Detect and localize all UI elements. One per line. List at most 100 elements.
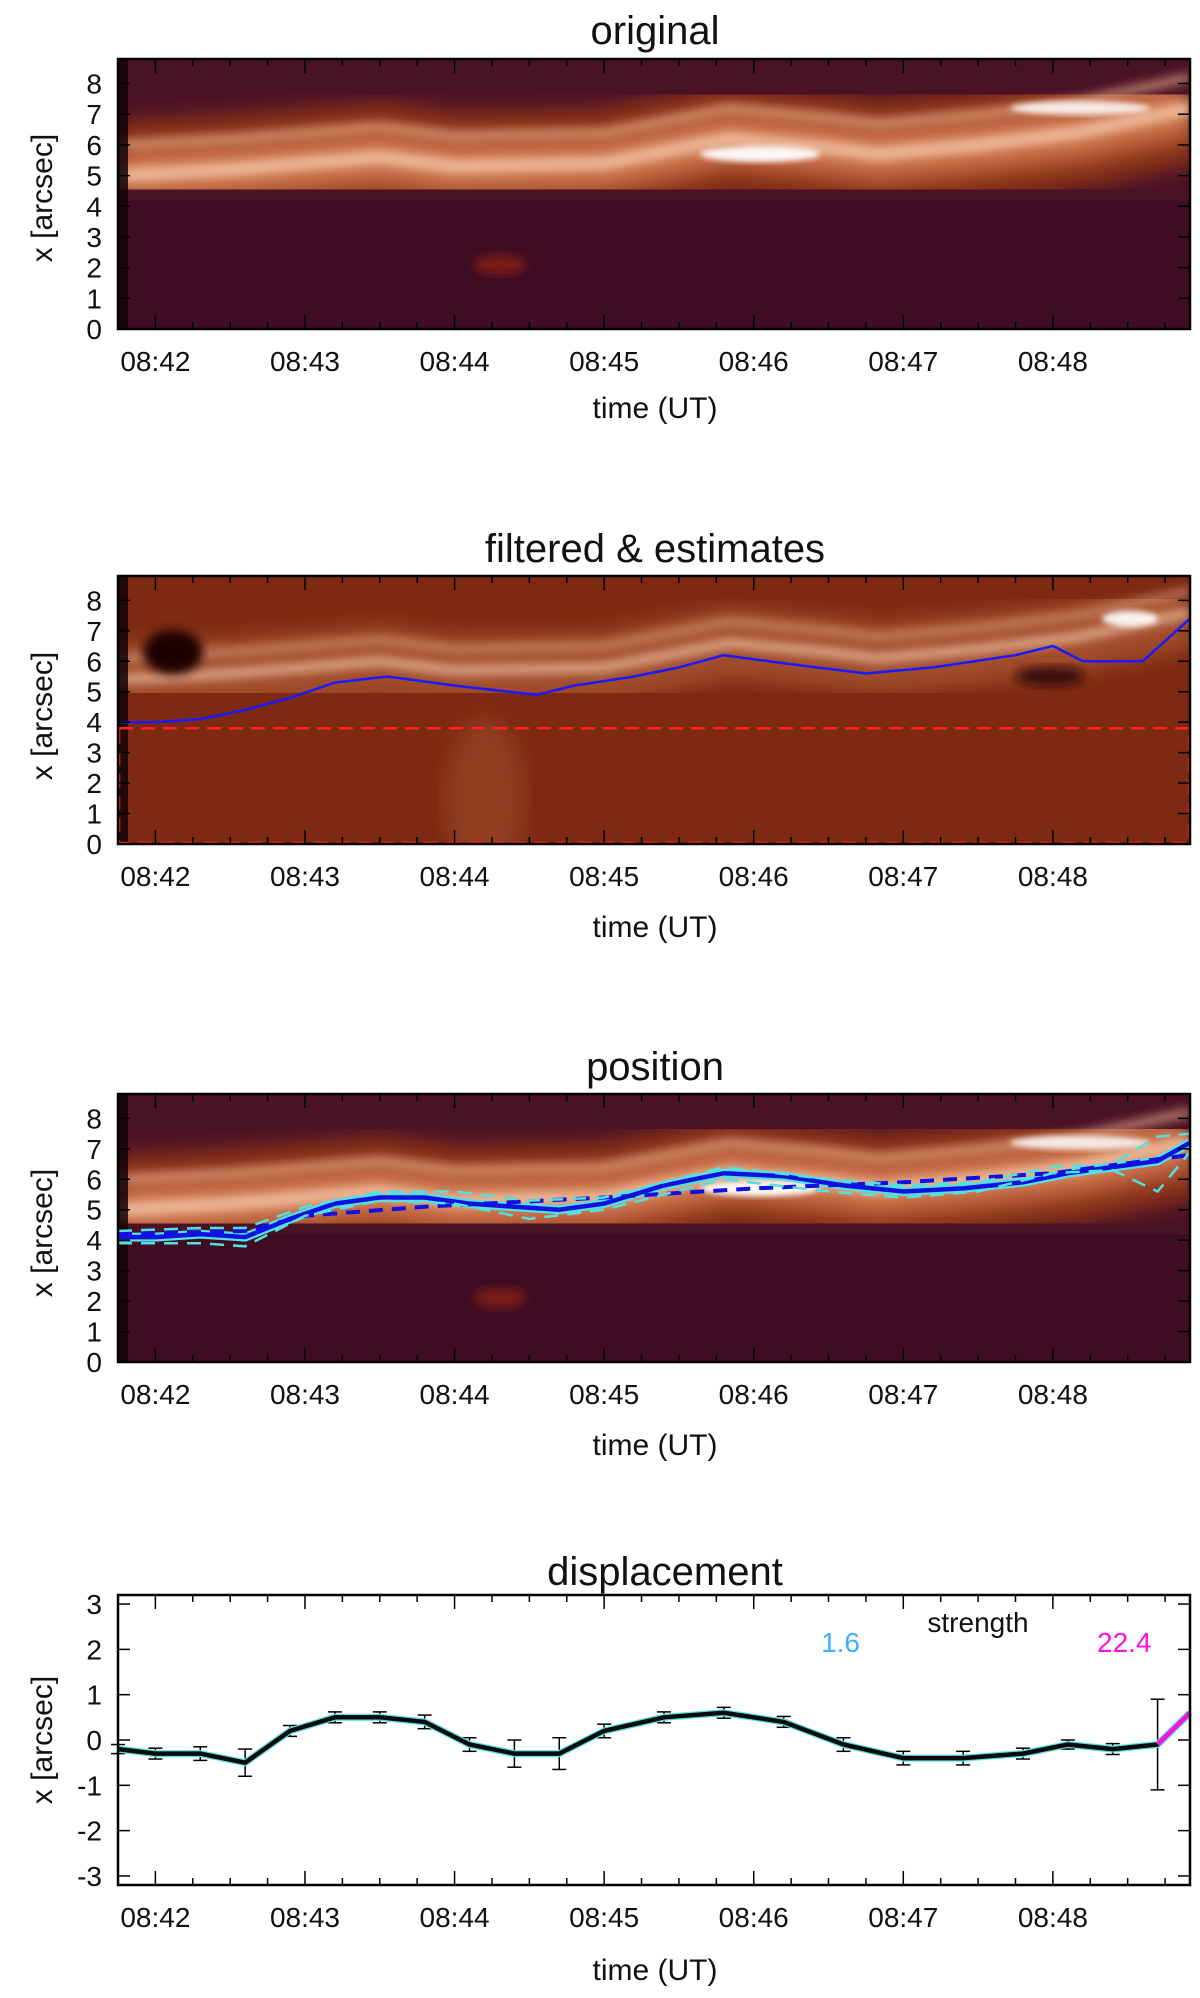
y-tick-label: 5 xyxy=(86,1195,102,1226)
panel-title: displacement xyxy=(547,1550,783,1594)
plot-frame xyxy=(116,1092,1192,1364)
x-tick-label: 08:47 xyxy=(868,1379,938,1410)
heatmap-original: 08:42 08:43 08:44 08:45 08:46 08:47 08:48 01234… xyxy=(86,57,1192,377)
x-tick-label: 08:48 xyxy=(1018,1379,1088,1410)
x-tick-label: 08:43 xyxy=(270,1902,340,1933)
panel-position: position 08:42 08:43 08:44 08:45 08:46 08:47 0… xyxy=(26,1045,1193,1462)
x-tick-label: 08:42 xyxy=(120,1902,190,1933)
displacement-line xyxy=(117,1710,1192,1766)
y-tick-label: 6 xyxy=(86,1164,102,1195)
x-tick-label: 08:46 xyxy=(719,1379,789,1410)
x-tick-label: 08:42 xyxy=(120,861,190,892)
x-tick-label: 08:43 xyxy=(270,346,340,377)
x-tick-label: 08:43 xyxy=(270,1379,340,1410)
axes: 08:42 08:43 08:44 08:45 08:46 08:47 08:48 01234… xyxy=(86,574,1192,892)
y-tick-label: 6 xyxy=(86,646,102,677)
panel-displacement: displacement 08:42 08:43 08:44 08:45 08:46 08… xyxy=(26,1550,1193,1987)
plot-frame xyxy=(116,574,1192,846)
x-tick-label: 08:42 xyxy=(120,346,190,377)
x-tick-label: 08:48 xyxy=(1018,1902,1088,1933)
y-tick-label: -1 xyxy=(77,1770,102,1801)
y-tick-label: 6 xyxy=(86,130,102,161)
y-tick-label: 2 xyxy=(86,253,102,284)
legend-min: 1.6 xyxy=(821,1627,860,1658)
axes: 08:42 08:43 08:44 08:45 08:46 08:47 08:48 01234… xyxy=(86,57,1192,377)
axes: 08:42 08:43 08:44 08:45 08:46 08:47 08:48 3 2 1 0 -… xyxy=(77,1589,1192,1933)
plot-displacement: 08:42 08:43 08:44 08:45 08:46 08:47 08:48 3 2 1 0 -… xyxy=(77,1589,1193,1933)
x-tick-label: 08:45 xyxy=(569,861,639,892)
x-axis-label: time (UT) xyxy=(593,911,718,944)
y-tick-label: 0 xyxy=(86,314,102,345)
y-tick-label: 1 xyxy=(86,283,102,314)
x-tick-label: 08:48 xyxy=(1018,346,1088,377)
y-axis-label: x [arcsec] xyxy=(26,1676,59,1804)
panel-filtered-estimates: filtered & estimates 08:42 08:43 08:44 08:4… xyxy=(26,527,1192,944)
heatmap-position: 08:42 08:43 08:44 08:45 08:46 08:47 08:48 01234… xyxy=(86,1092,1193,1410)
y-tick-label: 7 xyxy=(86,99,102,130)
y-tick-label: 1 xyxy=(86,1317,102,1348)
x-tick-label: 08:44 xyxy=(420,346,490,377)
x-tick-label: 08:45 xyxy=(569,1379,639,1410)
y-tick-label: 2 xyxy=(86,768,102,799)
y-tick-label: -3 xyxy=(77,1861,102,1892)
displacement-line-end xyxy=(1156,1711,1192,1747)
panel-title: filtered & estimates xyxy=(485,527,825,571)
y-tick-label: 0 xyxy=(86,1347,102,1378)
y-tick-label: 2 xyxy=(86,1286,102,1317)
x-tick-label: 08:46 xyxy=(719,1902,789,1933)
y-axis-label: x [arcsec] xyxy=(26,1169,59,1297)
heatmap-filtered: 08:42 08:43 08:44 08:45 08:46 08:47 08:48 01234… xyxy=(86,574,1192,892)
envelope-lower-line xyxy=(118,1151,1191,1248)
y-tick-label: 3 xyxy=(86,1589,102,1620)
y-tick-label: 8 xyxy=(86,69,102,100)
y-axis-label: x [arcsec] xyxy=(26,134,59,262)
y-tick-label: 2 xyxy=(86,1634,102,1665)
y-tick-label: 5 xyxy=(86,161,102,192)
strength-legend: strength 1.6 22.4 xyxy=(821,1607,1151,1658)
y-tick-label: 4 xyxy=(86,191,102,222)
x-tick-label: 08:44 xyxy=(420,1902,490,1933)
y-tick-label: 3 xyxy=(86,222,102,253)
legend-max: 22.4 xyxy=(1097,1627,1152,1658)
position-line xyxy=(118,1140,1192,1240)
x-tick-label: 08:44 xyxy=(420,861,490,892)
y-tick-label: 5 xyxy=(86,677,102,708)
panel-title: position xyxy=(586,1045,724,1089)
y-tick-label: 0 xyxy=(86,829,102,860)
y-tick-label: 1 xyxy=(86,799,102,830)
envelope-upper-line xyxy=(117,1132,1191,1233)
y-tick-label: 0 xyxy=(86,1725,102,1756)
y-tick-label: 4 xyxy=(86,707,102,738)
x-tick-label: 08:45 xyxy=(569,346,639,377)
x-axis-label: time (UT) xyxy=(593,1954,718,1987)
x-tick-label: 08:46 xyxy=(719,861,789,892)
x-axis-label: time (UT) xyxy=(593,392,718,425)
y-tick-label: 3 xyxy=(86,1256,102,1287)
y-tick-label: 8 xyxy=(86,1103,102,1134)
panel-title: original xyxy=(591,9,720,53)
y-tick-label: 8 xyxy=(86,585,102,616)
x-tick-label: 08:44 xyxy=(420,1379,490,1410)
x-tick-label: 08:43 xyxy=(270,861,340,892)
legend-label: strength xyxy=(927,1607,1028,1638)
y-tick-label: 3 xyxy=(86,738,102,769)
panel-original: original 08:42 08:43 08:44 08:45 08:46 08:47 0… xyxy=(26,9,1192,425)
x-tick-label: 08:46 xyxy=(719,346,789,377)
y-axis-label: x [arcsec] xyxy=(26,652,59,780)
x-tick-label: 08:45 xyxy=(569,1902,639,1933)
x-tick-label: 08:42 xyxy=(120,1379,190,1410)
axes: 08:42 08:43 08:44 08:45 08:46 08:47 08:48 01234… xyxy=(86,1092,1192,1410)
y-tick-label: 7 xyxy=(86,616,102,647)
plot-frame xyxy=(116,57,1192,331)
x-tick-label: 08:47 xyxy=(868,1902,938,1933)
estimate-line xyxy=(118,617,1191,724)
x-tick-label: 08:47 xyxy=(868,861,938,892)
y-tick-label: 1 xyxy=(86,1680,102,1711)
x-axis-label: time (UT) xyxy=(593,1429,718,1462)
y-tick-label: 4 xyxy=(86,1225,102,1256)
y-tick-label: -2 xyxy=(77,1816,102,1847)
y-tick-label: 7 xyxy=(86,1134,102,1165)
x-tick-label: 08:47 xyxy=(868,346,938,377)
x-tick-label: 08:48 xyxy=(1018,861,1088,892)
